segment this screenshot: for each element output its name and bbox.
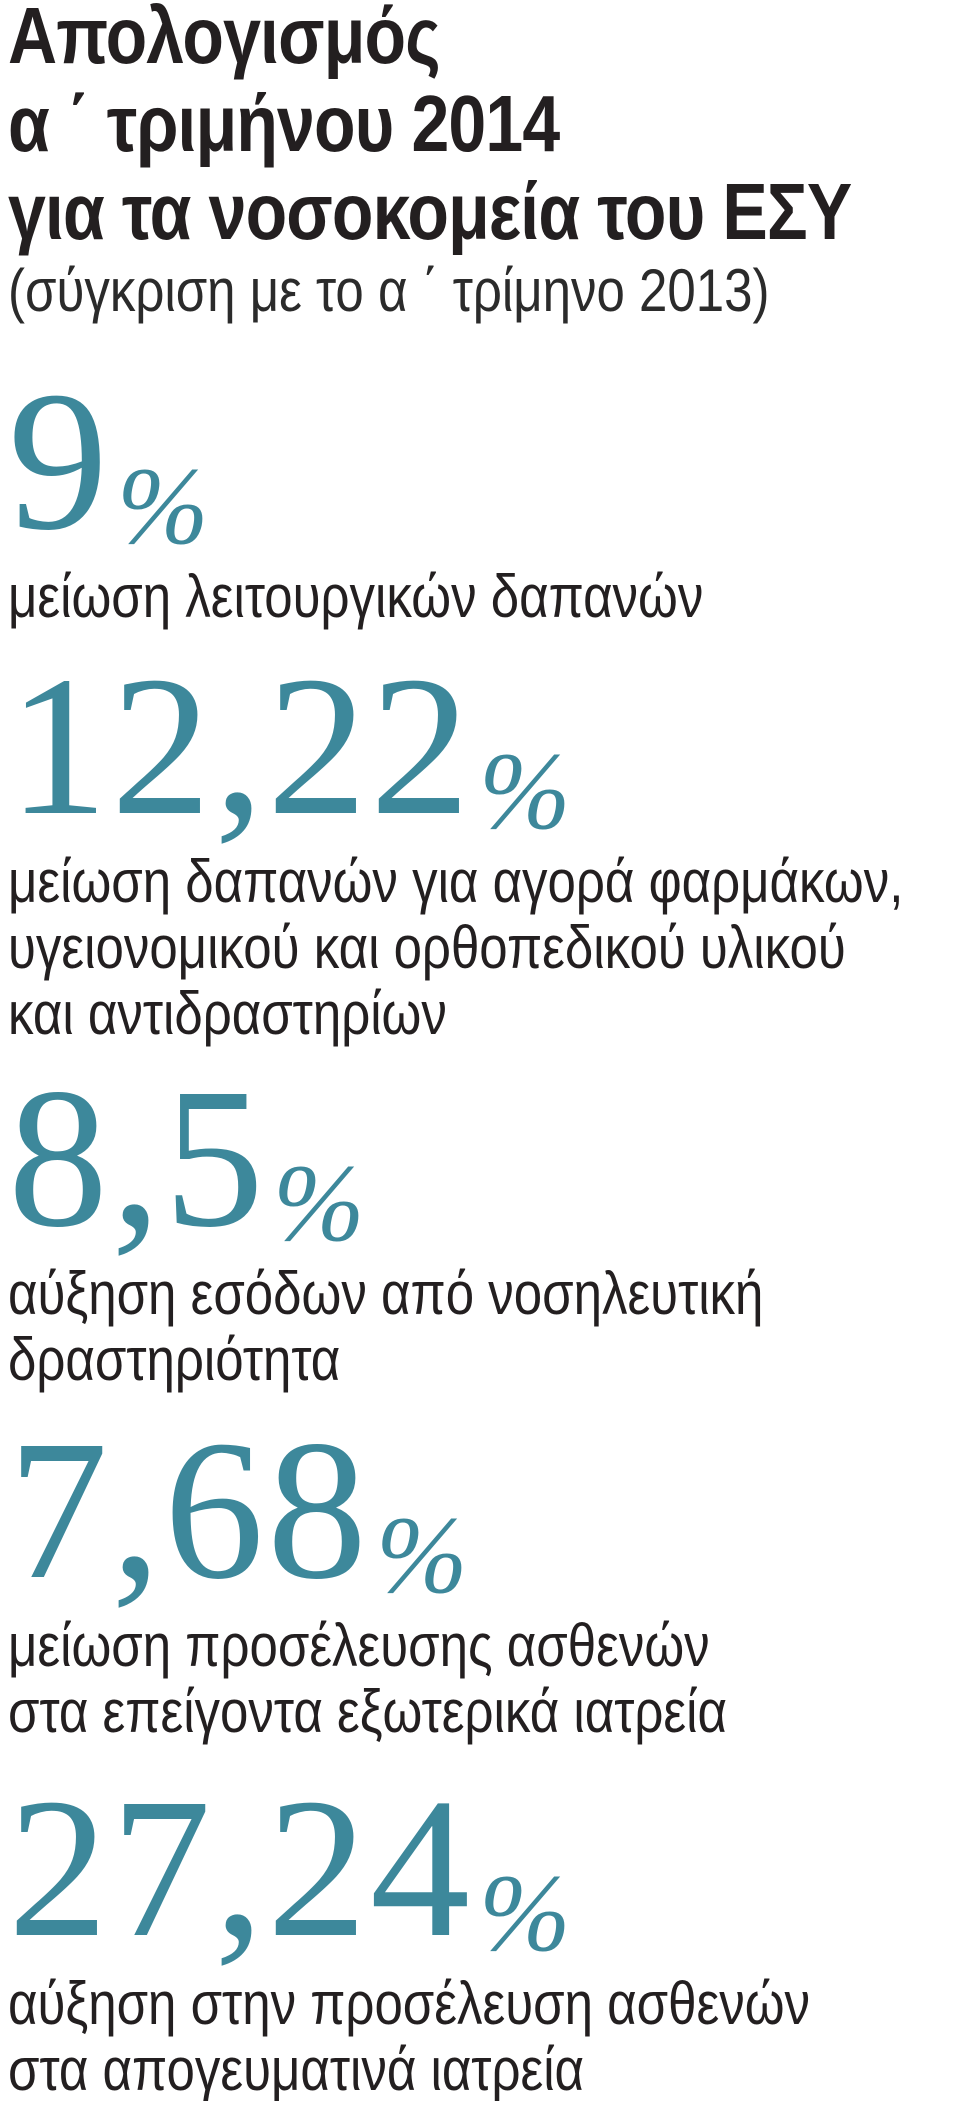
- stat-caption: μείωση λειτουργικών δαπανών: [8, 564, 826, 630]
- stat-number: 27,24: [8, 1758, 473, 1979]
- stat-afternoon-clinics: 27,24% αύξηση στην προσέλευση ασθενών στ…: [8, 1769, 952, 2101]
- caption-line: στα απογευματινά ιατρεία: [8, 2036, 585, 2101]
- caption-line: αύξηση στην προσέλευση ασθενών: [8, 1970, 811, 2037]
- stat-number: 9: [8, 351, 111, 572]
- stat-value: 9%: [8, 362, 952, 568]
- percent-sign: %: [376, 1494, 468, 1616]
- stat-nursing-revenue: 8,5% αύξηση εσόδων από νοσηλευτική δραστ…: [8, 1059, 952, 1393]
- stat-number: 7,68: [8, 1400, 370, 1621]
- stat-value: 27,24%: [8, 1769, 952, 1975]
- page-title-line-1: Απολογισμός: [8, 0, 516, 80]
- stat-value: 7,68%: [8, 1411, 952, 1617]
- page-title-line-3: για τα νοσοκομεία του ΕΣΥ: [8, 168, 960, 256]
- caption-line: μείωση δαπανών για αγορά φαρμάκων,: [8, 848, 904, 915]
- stat-operating-expenses: 9% μείωση λειτουργικών δαπανών: [8, 362, 952, 630]
- percent-sign: %: [479, 1852, 571, 1974]
- stat-value: 8,5%: [8, 1059, 952, 1265]
- caption-line: δραστηριότητα: [8, 1326, 341, 1393]
- title-text: για τα νοσοκομεία του ΕΣΥ: [8, 167, 852, 256]
- page-subtitle: (σύγκριση με το α ΄ τρίμηνο 2013): [8, 258, 904, 324]
- caption-line: μείωση λειτουργικών δαπανών: [8, 563, 704, 630]
- title-text: Απολογισμός: [8, 0, 441, 80]
- caption-line: υγειονομικού και ορθοπεδικού υλικού: [8, 914, 846, 981]
- caption-line: και αντιδραστηρίων: [8, 980, 447, 1047]
- stat-number: 8,5: [8, 1048, 267, 1269]
- stat-caption: μείωση δαπανών για αγορά φαρμάκων, υγειο…: [8, 849, 960, 1047]
- percent-sign: %: [479, 730, 571, 852]
- percent-sign: %: [273, 1142, 365, 1264]
- stat-caption: μείωση προσέλευσης ασθενών στα επείγοντα…: [8, 1613, 854, 1745]
- stat-value: 12,22%: [8, 647, 952, 853]
- stat-caption: αύξηση εσόδων από νοσηλευτική δραστηριότ…: [8, 1261, 897, 1393]
- percent-sign: %: [117, 445, 209, 567]
- caption-line: στα επείγοντα εξωτερικά ιατρεία: [8, 1678, 727, 1745]
- stat-caption: αύξηση στην προσέλευση ασθενών στα απογε…: [8, 1971, 952, 2101]
- caption-line: μείωση προσέλευσης ασθενών: [8, 1612, 710, 1679]
- page-title-line-2: α ΄ τριμήνου 2014: [8, 80, 657, 168]
- subtitle-text: (σύγκριση με το α ΄ τρίμηνο 2013): [8, 257, 770, 324]
- caption-line: αύξηση εσόδων από νοσηλευτική: [8, 1260, 764, 1327]
- stat-emergency-visits: 7,68% μείωση προσέλευσης ασθενών στα επε…: [8, 1411, 952, 1745]
- title-text: α ΄ τριμήνου 2014: [8, 79, 560, 168]
- stat-number: 12,22: [8, 636, 473, 857]
- stat-pharma-supplies: 12,22% μείωση δαπανών για αγορά φαρμάκων…: [8, 647, 952, 1047]
